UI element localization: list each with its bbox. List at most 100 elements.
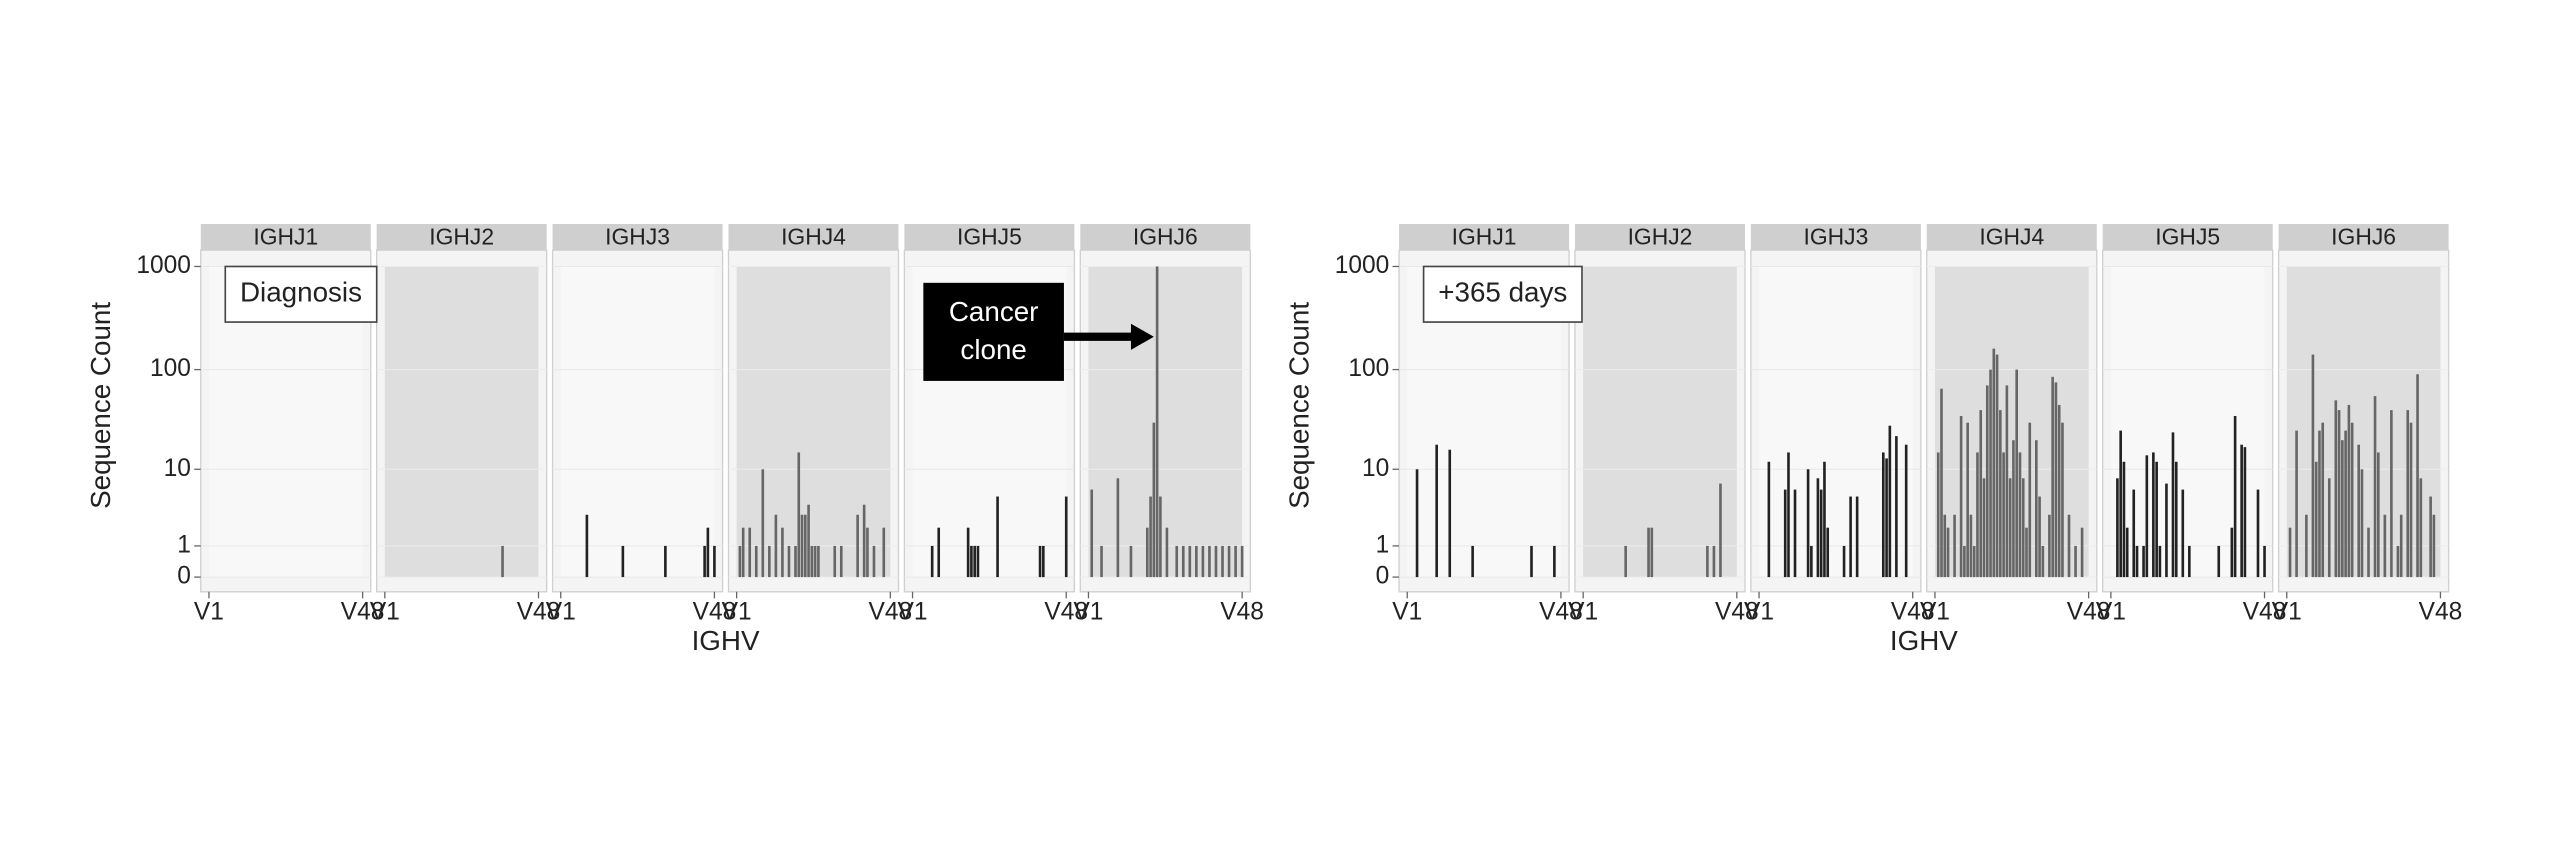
- bar: [2119, 430, 2122, 578]
- x-tick-label: V48: [1891, 599, 1935, 626]
- bar: [1712, 545, 1716, 578]
- bar: [2165, 483, 2168, 578]
- panel-shade: [2110, 266, 2265, 578]
- bar: [2018, 452, 2022, 578]
- bar: [2122, 461, 2126, 578]
- bar: [856, 514, 859, 578]
- bar: [2334, 400, 2338, 578]
- y-tick-label: 10: [164, 455, 191, 482]
- callout-text: clone: [960, 334, 1026, 365]
- bar: [2383, 514, 2387, 578]
- bar: [621, 545, 625, 578]
- bar: [1090, 489, 1094, 578]
- x-tick-label: V48: [869, 599, 913, 626]
- bar: [1415, 469, 1419, 578]
- x-tick-label: V48: [693, 599, 737, 626]
- bar: [882, 527, 886, 578]
- bar: [2012, 440, 2015, 578]
- bar: [970, 545, 973, 578]
- bar: [1793, 489, 1797, 578]
- bar: [807, 504, 810, 578]
- y-tick-label: 1: [1376, 531, 1390, 558]
- bar: [2419, 478, 2423, 578]
- bar: [2008, 478, 2012, 578]
- bar: [2399, 514, 2403, 578]
- bar: [804, 514, 807, 578]
- y-axis-label: Sequence Count: [85, 302, 116, 509]
- strip-background: [1399, 223, 1570, 251]
- bar: [2048, 514, 2051, 578]
- x-tick-label: V1: [370, 599, 400, 626]
- bar: [1149, 496, 1152, 578]
- bar: [1155, 266, 1159, 578]
- bar: [2429, 496, 2432, 578]
- bar: [2295, 430, 2298, 578]
- bar: [1982, 478, 1986, 578]
- x-tick-label: V48: [1715, 599, 1759, 626]
- bar: [2305, 514, 2308, 578]
- x-tick-label: V48: [2067, 599, 2111, 626]
- bar: [1953, 514, 1956, 578]
- bar: [1650, 527, 1654, 578]
- bar: [930, 545, 934, 578]
- bar: [2416, 374, 2419, 578]
- x-tick-label: V48: [341, 599, 385, 626]
- bar: [1152, 422, 1156, 578]
- bar: [2061, 422, 2064, 578]
- y-tick-label: 1000: [1335, 252, 1390, 279]
- bar: [1940, 388, 1943, 578]
- bar: [1165, 527, 1169, 578]
- bar: [1992, 348, 1996, 578]
- bar: [2318, 430, 2321, 578]
- bar: [1181, 545, 1185, 578]
- strip-label: IGHJ6: [2331, 224, 2396, 250]
- strip-background: [728, 223, 899, 251]
- bar: [1146, 527, 1149, 578]
- bar: [1221, 545, 1224, 578]
- bar: [2074, 545, 2077, 578]
- bar: [2409, 422, 2413, 578]
- bar: [1904, 444, 1908, 578]
- bar: [1969, 514, 1973, 578]
- bar: [2377, 452, 2380, 578]
- bar: [817, 545, 820, 578]
- bar: [813, 545, 817, 578]
- bar: [2005, 385, 2009, 578]
- bar: [706, 527, 710, 578]
- y-axis-label: Sequence Count: [1283, 302, 1314, 509]
- strip-label: IGHJ4: [781, 224, 846, 250]
- bar: [585, 514, 589, 578]
- bar: [2344, 430, 2347, 578]
- y-tick-label: 1000: [136, 252, 191, 279]
- bar: [1972, 545, 1976, 578]
- bar: [781, 527, 784, 578]
- strip-label: IGHJ2: [429, 224, 494, 250]
- bar: [2025, 527, 2028, 578]
- strip-label: IGHJ3: [1803, 224, 1868, 250]
- bar: [2152, 452, 2155, 578]
- bar: [1810, 545, 1813, 578]
- bar: [1471, 545, 1474, 578]
- bar: [1881, 452, 1885, 578]
- bar: [501, 545, 504, 578]
- y-tick-label: 10: [1362, 455, 1389, 482]
- bar: [996, 496, 999, 578]
- bar: [703, 545, 706, 578]
- bar: [2174, 461, 2178, 578]
- strip-background: [904, 223, 1075, 251]
- bar: [810, 545, 814, 578]
- bar: [2240, 444, 2243, 578]
- bar: [1201, 545, 1205, 578]
- bar: [2181, 489, 2185, 578]
- bar: [2080, 527, 2084, 578]
- bar: [1767, 461, 1771, 578]
- bar: [2233, 415, 2237, 578]
- bar: [2142, 545, 2145, 578]
- strip-background: [552, 223, 723, 251]
- annotation: +365 days: [1438, 277, 1567, 308]
- bar: [2373, 396, 2377, 578]
- x-tick-label: V1: [1568, 599, 1598, 626]
- bar: [1116, 478, 1120, 578]
- strip-background: [1926, 223, 2097, 251]
- bar: [2288, 527, 2292, 578]
